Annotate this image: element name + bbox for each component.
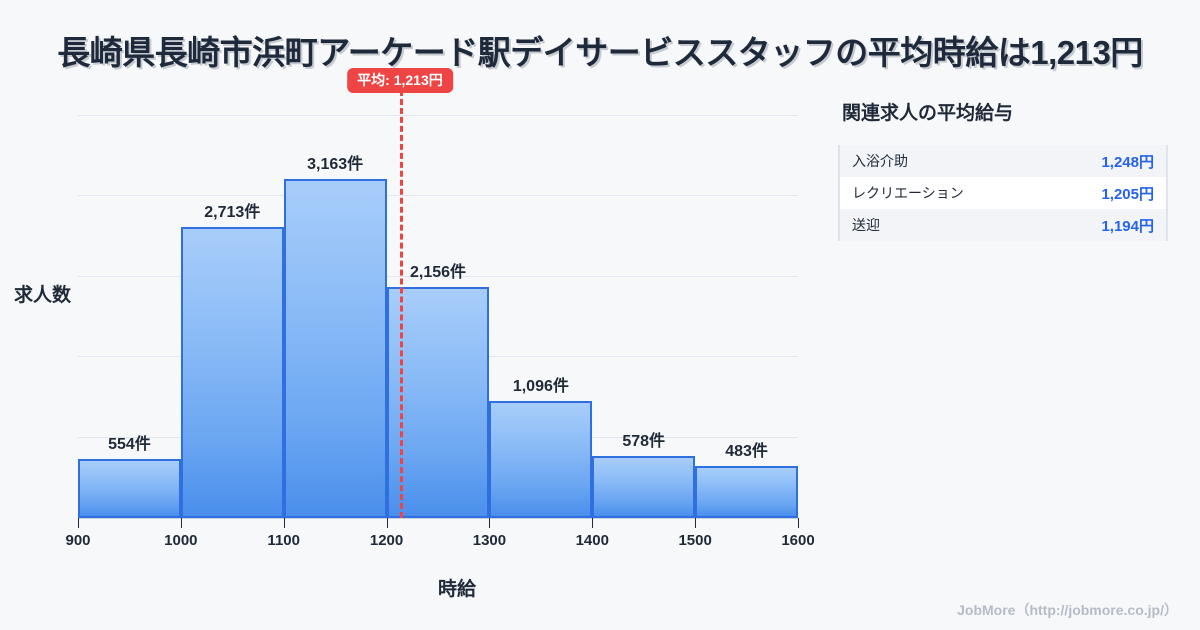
x-axis-title: 時給 [438, 579, 477, 600]
bar-value-label: 554件 [108, 435, 151, 453]
x-axis-tick-label: 1300 [472, 532, 507, 549]
x-axis-tick-label: 1500 [678, 532, 712, 549]
histogram-bar[interactable] [386, 286, 490, 518]
x-axis-tick [592, 518, 594, 528]
average-line [399, 90, 403, 518]
row-label: レクリエーション [852, 185, 964, 201]
histogram-bar[interactable] [180, 227, 284, 518]
table-row[interactable]: レクリエーション 1,205円 [840, 177, 1166, 209]
table-row[interactable]: 入浴介助 1,248円 [840, 145, 1166, 177]
x-axis-tick [283, 518, 285, 528]
gridline [78, 275, 798, 277]
histogram-bar[interactable] [592, 456, 696, 518]
row-label: 入浴介助 [852, 153, 908, 169]
row-value: 1,205円 [1101, 185, 1154, 203]
x-axis-tick [798, 518, 799, 528]
x-axis-tick-label: 1000 [164, 532, 198, 549]
average-badge: 平均: 1,213円 [347, 68, 453, 94]
histogram-bar[interactable] [489, 400, 593, 518]
bar-value-label: 3,163件 [307, 156, 364, 173]
gridline [78, 115, 798, 117]
row-value: 1,248円 [1101, 153, 1154, 171]
x-axis-tick-label: 1600 [781, 532, 815, 549]
bar-value-label: 1,096件 [512, 377, 569, 395]
related-salary-table: 入浴介助 1,248円レクリエーション 1,205円送迎 1,194円 [838, 145, 1168, 241]
x-axis-tick-label: 1400 [575, 532, 609, 549]
histogram-bar[interactable] [283, 179, 387, 518]
x-axis-tick-label: 1200 [369, 532, 404, 549]
bar-value-label: 2,156件 [409, 263, 467, 281]
page-title: 長崎県長崎市浜町アーケード駅デイサービススタッフの平均時給は1,213円 [57, 34, 1143, 71]
x-axis-tick [78, 518, 79, 528]
related-salary-title: 関連求人の平均給与 [842, 103, 1014, 124]
table-row[interactable]: 送迎 1,194円 [840, 209, 1166, 241]
row-value: 1,194円 [1101, 217, 1154, 235]
y-axis-title: 求人数 [14, 285, 72, 306]
plot-area: 554件 2,713件 3,163件 2,156件 1,096件 578件 483件 平均: … [78, 68, 798, 518]
related-salary-panel: 関連求人の平均給与 入浴介助 1,248円レクリエーション 1,205円送迎 1,19… [838, 98, 1168, 241]
bar-value-label: 2,713件 [204, 204, 261, 222]
row-label: 送迎 [852, 217, 880, 233]
x-axis-tick [386, 518, 388, 528]
bar-value-label: 483件 [725, 443, 768, 461]
x-axis-tick-label: 1100 [267, 532, 300, 549]
histogram-bar[interactable] [78, 458, 181, 518]
x-axis: 900 1000 1100 1200 1300 1400 1500 1600 [65, 518, 815, 549]
bar-value-label: 578件 [622, 433, 666, 451]
x-axis-tick [489, 518, 491, 528]
watermark: JobMore（http://jobmore.co.jp/） [957, 602, 1178, 618]
x-axis-tick-label: 900 [65, 532, 91, 549]
histogram-bar[interactable] [695, 466, 798, 518]
gridline [78, 195, 798, 197]
x-axis-tick [695, 518, 697, 528]
x-axis-tick [180, 518, 182, 528]
histogram-chart: 求人数 時給 554件 2,713件 3,163件 2,156件 1,096件 578件 4… [0, 68, 830, 630]
